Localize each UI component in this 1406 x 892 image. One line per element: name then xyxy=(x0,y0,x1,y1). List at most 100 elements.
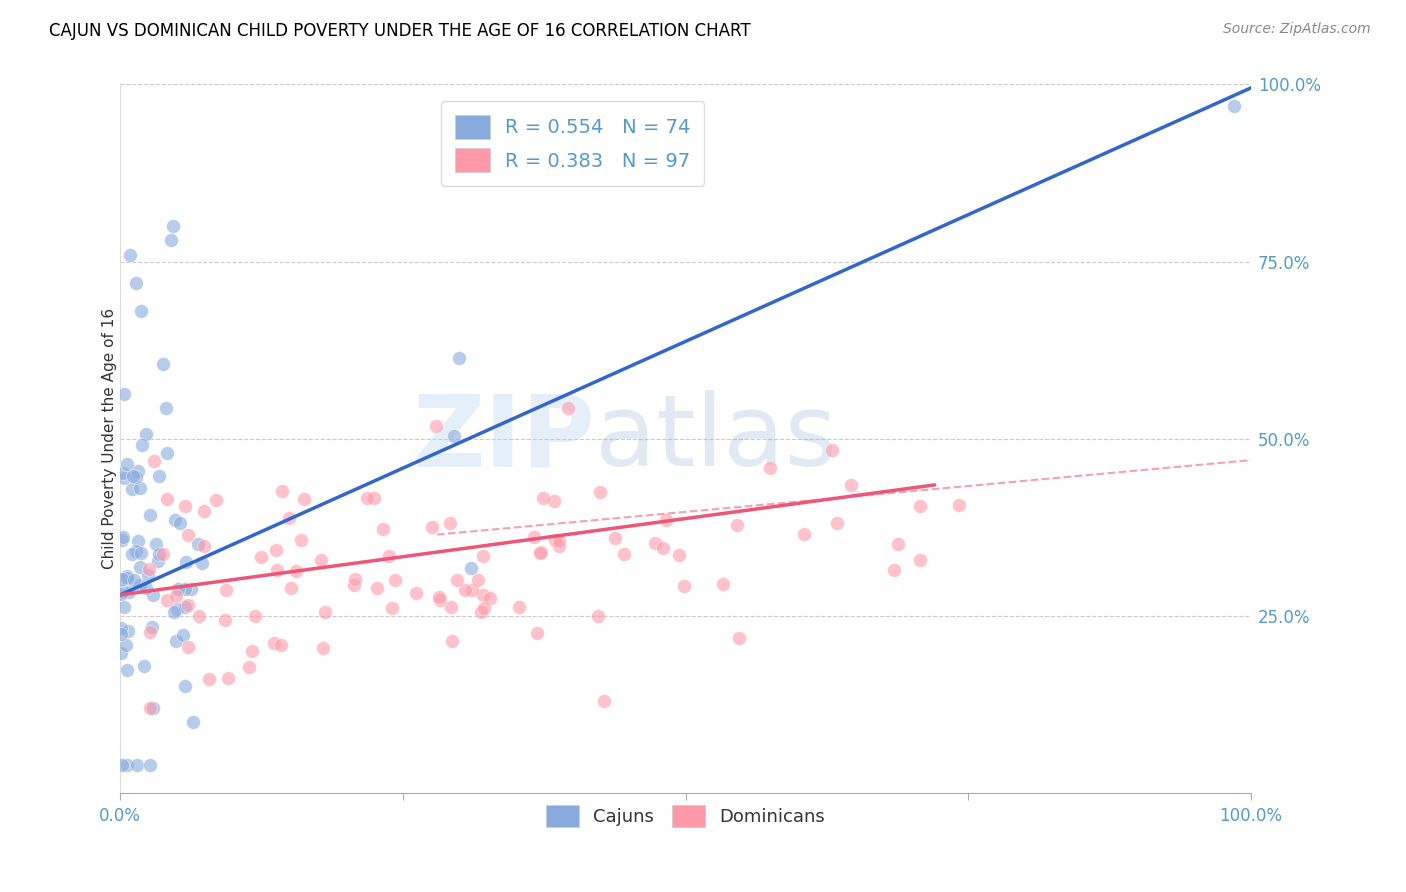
Point xyxy=(169,516,191,530)
Point xyxy=(243,609,266,624)
Y-axis label: Child Poverty Under the Age of 16: Child Poverty Under the Age of 16 xyxy=(101,309,117,569)
Point xyxy=(115,664,138,678)
Point xyxy=(127,758,149,772)
Point xyxy=(655,513,678,527)
Point xyxy=(523,530,546,544)
Point xyxy=(117,758,139,772)
Point xyxy=(215,582,238,597)
Point xyxy=(167,582,190,596)
Point xyxy=(508,599,530,614)
Point xyxy=(440,634,463,648)
Point xyxy=(129,481,152,495)
Point xyxy=(156,593,179,607)
Point xyxy=(180,582,202,596)
Point xyxy=(420,520,443,534)
Point xyxy=(343,578,366,592)
Point xyxy=(173,499,195,513)
Point xyxy=(526,626,548,640)
Point xyxy=(183,715,205,730)
Point xyxy=(948,498,970,512)
Point xyxy=(156,491,179,506)
Point xyxy=(378,549,401,563)
Point xyxy=(384,573,406,587)
Point xyxy=(471,549,494,563)
Point xyxy=(127,534,149,549)
Point xyxy=(592,693,614,707)
Point xyxy=(165,589,187,603)
Point xyxy=(162,219,184,234)
Point xyxy=(467,574,489,588)
Point xyxy=(148,469,170,483)
Point xyxy=(240,644,263,658)
Point xyxy=(284,564,307,578)
Point xyxy=(111,583,134,598)
Point xyxy=(163,512,186,526)
Point xyxy=(110,621,132,635)
Point xyxy=(193,504,215,518)
Point xyxy=(110,646,132,660)
Point xyxy=(129,560,152,574)
Text: ZIP: ZIP xyxy=(412,391,595,487)
Point xyxy=(176,640,198,654)
Point xyxy=(1223,99,1246,113)
Point xyxy=(193,539,215,553)
Point xyxy=(148,547,170,561)
Point xyxy=(120,247,142,261)
Point xyxy=(117,571,139,585)
Point xyxy=(110,587,132,601)
Point xyxy=(728,631,751,645)
Point xyxy=(373,522,395,536)
Point xyxy=(174,679,197,693)
Point xyxy=(270,483,292,498)
Point xyxy=(139,508,162,523)
Point xyxy=(839,478,862,492)
Point xyxy=(544,533,567,547)
Point xyxy=(405,586,427,600)
Point xyxy=(115,638,138,652)
Text: atlas: atlas xyxy=(595,391,837,487)
Point xyxy=(446,573,468,587)
Point xyxy=(586,609,609,624)
Point xyxy=(366,581,388,595)
Point xyxy=(117,624,139,638)
Point xyxy=(449,351,471,365)
Point xyxy=(343,572,366,586)
Point xyxy=(557,401,579,416)
Point xyxy=(139,758,162,772)
Point xyxy=(111,573,134,587)
Point xyxy=(135,427,157,442)
Point xyxy=(910,553,932,567)
Point xyxy=(173,599,195,614)
Point xyxy=(122,469,145,483)
Point xyxy=(155,401,177,415)
Point xyxy=(131,438,153,452)
Point xyxy=(309,553,332,567)
Point xyxy=(266,563,288,577)
Point xyxy=(613,547,636,561)
Point xyxy=(138,562,160,576)
Point xyxy=(159,234,181,248)
Point xyxy=(163,605,186,619)
Point xyxy=(132,658,155,673)
Point xyxy=(548,533,571,548)
Point xyxy=(111,533,134,548)
Point xyxy=(187,537,209,551)
Text: Source: ZipAtlas.com: Source: ZipAtlas.com xyxy=(1223,22,1371,37)
Point xyxy=(112,599,135,614)
Point xyxy=(270,638,292,652)
Point xyxy=(188,609,211,624)
Point xyxy=(121,548,143,562)
Point xyxy=(166,602,188,616)
Point xyxy=(112,466,135,480)
Point xyxy=(651,541,673,556)
Point xyxy=(793,527,815,541)
Point xyxy=(198,672,221,686)
Point xyxy=(453,582,475,597)
Point xyxy=(887,537,910,551)
Point xyxy=(238,660,260,674)
Point xyxy=(172,628,194,642)
Point xyxy=(277,510,299,524)
Point xyxy=(124,470,146,484)
Point xyxy=(425,419,447,434)
Point xyxy=(141,619,163,633)
